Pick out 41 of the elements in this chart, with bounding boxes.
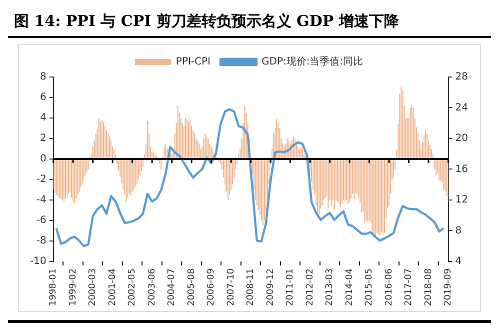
x-tick-label: 2011-01 — [286, 268, 296, 306]
x-tick-label: 2013-03 — [325, 268, 336, 306]
x-tick-label: 1998-01 — [48, 268, 59, 306]
x-tick-label: 2009-12 — [266, 268, 276, 306]
y2-tick-label: 12 — [455, 194, 468, 206]
x-tick-label: 2014-04 — [344, 268, 355, 306]
x-tick-label: 2004-07 — [167, 268, 178, 306]
legend-label: PPI-CPI — [176, 56, 211, 68]
x-tick-label: 2017-07 — [404, 268, 414, 306]
y2-tick-label: 8 — [455, 225, 462, 236]
x-tick-label: 2012-02 — [305, 268, 316, 306]
legend-label: GDP:现价:当季值:同比 — [261, 56, 364, 68]
y2-tick-label: 24 — [455, 102, 468, 114]
x-tick-label: 2015-05 — [364, 268, 375, 306]
x-tick-label: 2005-08 — [186, 268, 197, 306]
y2-tick-label: 28 — [455, 72, 468, 83]
y2-tick-label: 4 — [455, 256, 462, 267]
x-tick-label: 2016-06 — [384, 268, 394, 306]
y-tick-label: 2 — [40, 133, 46, 144]
x-tick-label: 2007-10 — [226, 268, 236, 306]
y-tick-label: -10 — [30, 256, 46, 267]
y-tick-label: -4 — [36, 194, 46, 206]
y-tick-label: 4 — [40, 112, 46, 124]
x-tick-label: 2006-09 — [206, 268, 217, 306]
y-tick-label: -6 — [36, 215, 46, 226]
y-tick-label: 6 — [40, 92, 46, 104]
y-tick-label: -8 — [36, 236, 46, 246]
x-tick-label: 2001-04 — [108, 268, 118, 306]
chart-title: 图 14: PPI 与 CPI 剪刀差转负预示名义 GDP 增速下降 — [8, 8, 491, 38]
x-tick-label: 2003-06 — [147, 268, 158, 306]
x-tick-label: 2000-03 — [88, 268, 98, 306]
y2-tick-label: 20 — [455, 133, 468, 144]
y-tick-label: 0 — [40, 154, 46, 165]
x-tick-label: 2018-08 — [424, 268, 434, 306]
x-tick-label: 2002-05 — [128, 268, 138, 306]
x-tick-label: 2008-11 — [246, 268, 256, 306]
y2-tick-label: 16 — [455, 164, 468, 175]
y-tick-label: -2 — [36, 174, 46, 186]
x-tick-label: 1999-02 — [68, 268, 78, 306]
x-tick-label: 2019-09 — [444, 268, 454, 306]
y-tick-label: 8 — [40, 72, 46, 83]
